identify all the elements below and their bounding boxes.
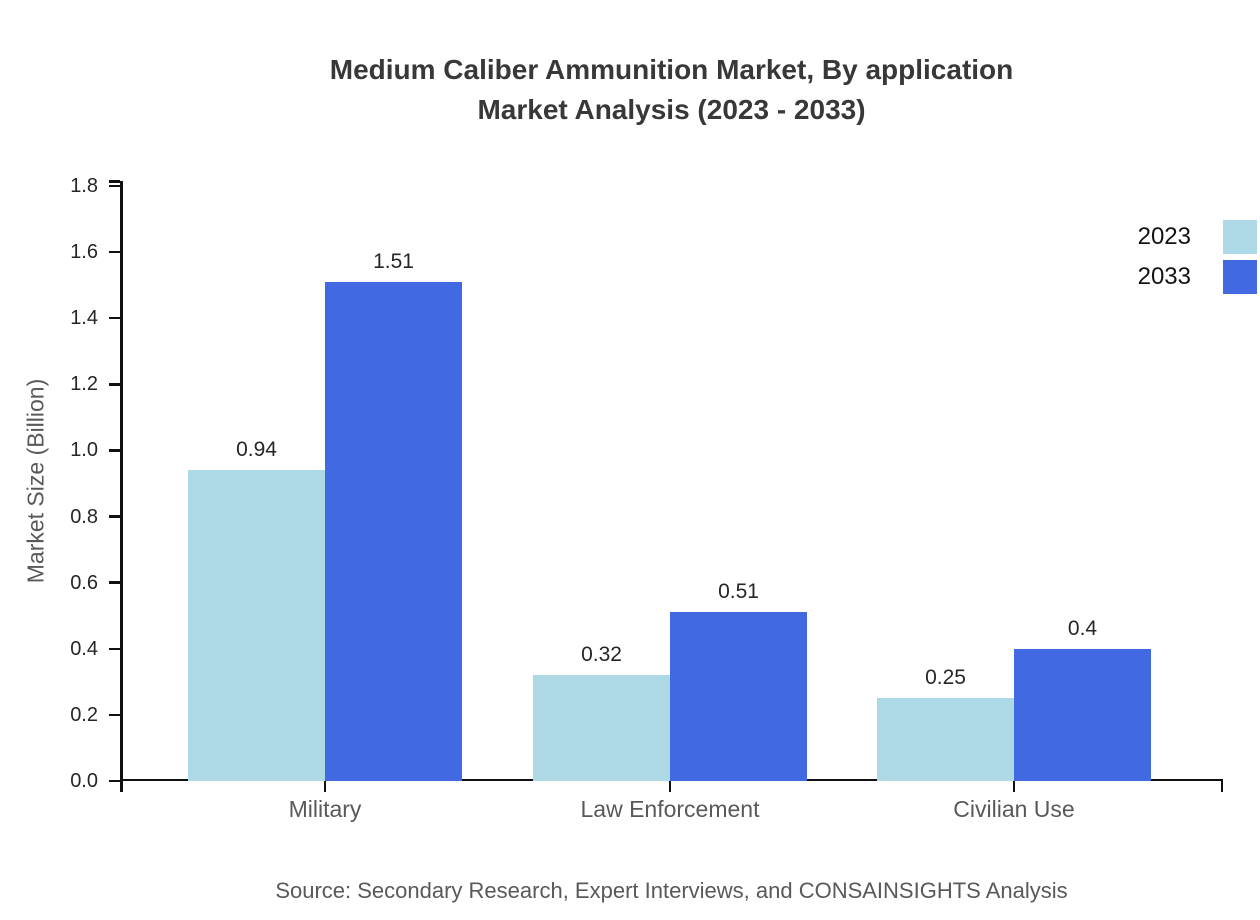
bar-value-label: 1.51 — [373, 249, 414, 273]
y-tick-label: 0.8 — [70, 505, 98, 528]
y-tick — [109, 779, 120, 783]
x-tick — [668, 781, 672, 792]
y-tick-label: 1.0 — [70, 439, 98, 462]
chart-title-line2: Market Analysis (2023 - 2033) — [477, 94, 866, 125]
y-tick — [109, 383, 120, 386]
y-tick — [109, 713, 120, 717]
bar-value-label: 0.25 — [925, 666, 966, 690]
x-tick — [1012, 781, 1016, 792]
y-tick — [109, 515, 120, 518]
bar-2023-civilian-use — [877, 698, 1014, 781]
y-tick-label: 0.0 — [70, 770, 98, 792]
y-tick-label: 1.8 — [70, 175, 98, 197]
y-axis-top-cap — [109, 180, 120, 183]
legend-item-2033: 2033 — [1138, 260, 1257, 294]
legend-item-2023: 2023 — [1138, 220, 1257, 254]
y-tick-label: 0.6 — [70, 571, 98, 594]
x-axis-end-cap — [1220, 778, 1223, 792]
x-tick — [323, 781, 327, 792]
y-tick — [109, 316, 120, 320]
bar-2033-law-enforcement — [670, 612, 807, 781]
y-tick-label: 0.4 — [70, 637, 98, 660]
y-tick-label: 1.2 — [70, 373, 98, 396]
bar-2033-military — [325, 281, 462, 781]
legend: 2023 2033 — [1138, 220, 1257, 294]
bar-2023-military — [188, 470, 325, 781]
y-axis-title: Market Size (Billion) — [22, 378, 49, 584]
y-tick — [109, 581, 120, 584]
y-tick-label: 1.6 — [70, 241, 98, 264]
x-category-label-military: Military — [288, 796, 362, 822]
bar-value-label: 0.32 — [581, 643, 622, 667]
y-tick-label: 1.4 — [70, 307, 98, 330]
legend-swatch-2023 — [1223, 220, 1257, 254]
y-tick — [109, 250, 120, 254]
y-tick — [109, 449, 120, 452]
chart-title-line1: Medium Caliber Ammunition Market, By app… — [329, 54, 1014, 85]
bar-value-label: 0.4 — [1067, 616, 1098, 640]
bar-value-label: 0.94 — [236, 438, 277, 462]
chart-title: Medium Caliber Ammunition Market, By app… — [120, 50, 1223, 130]
y-tick — [109, 647, 120, 651]
bar-2023-law-enforcement — [533, 675, 670, 781]
x-category-label-law-enforcement: Law Enforcement — [580, 796, 760, 822]
y-tick-label: 0.2 — [70, 703, 98, 726]
plot-area: Military Law Enforcement Civilian Use 0.… — [70, 175, 1223, 822]
legend-label-2023: 2023 — [1137, 223, 1191, 250]
source-note: Source: Secondary Research, Expert Inter… — [275, 878, 1068, 903]
legend-swatch-2033 — [1223, 260, 1257, 294]
legend-label-2033: 2033 — [1137, 263, 1191, 290]
bar-2033-civilian-use — [1014, 648, 1151, 781]
y-axis-line — [120, 181, 123, 792]
x-category-label-civilian-use: Civilian Use — [953, 796, 1075, 822]
y-tick — [109, 184, 120, 188]
bar-value-label: 0.51 — [718, 580, 759, 604]
